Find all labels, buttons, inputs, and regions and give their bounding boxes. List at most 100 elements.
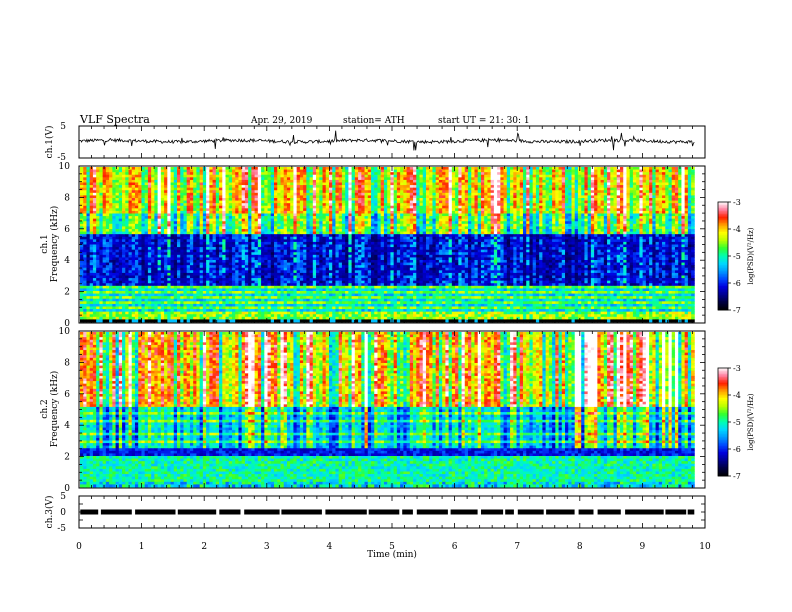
spec1-cell <box>687 177 692 181</box>
spec1-cell <box>393 218 398 222</box>
spec1-cell <box>461 169 466 173</box>
spec1-cell <box>92 213 97 217</box>
spec1-cell <box>552 221 556 225</box>
spec1-cell <box>607 169 611 173</box>
spec1-cell <box>390 198 395 201</box>
spec1-cell <box>290 195 294 199</box>
spec1-cell <box>312 223 317 227</box>
spec1-cell <box>358 226 362 230</box>
spec1-cell <box>261 167 265 170</box>
spec1-cell <box>474 231 479 235</box>
spec1-cell <box>429 192 433 196</box>
spec1-cell <box>629 172 634 176</box>
spec1-cell <box>419 179 424 183</box>
spec1-cell <box>387 218 391 222</box>
spec1-cell <box>335 179 340 183</box>
spec1-cell <box>587 185 592 189</box>
spec1-cell <box>645 192 650 196</box>
spec1-cell <box>361 231 365 235</box>
spec1-cell <box>406 174 411 178</box>
spec1-cell <box>383 182 388 186</box>
spec1-cell <box>574 200 579 204</box>
spec1-cell <box>490 185 495 189</box>
spec1-cell <box>173 231 178 235</box>
spec1-cell <box>309 177 314 181</box>
spec1-cell <box>597 174 601 178</box>
spec1-cell <box>455 213 459 217</box>
spec1-cell <box>639 174 644 178</box>
spec1-cell <box>183 229 188 232</box>
spec1-cell <box>636 177 640 181</box>
spec1-cell <box>558 218 563 222</box>
spec1-cell <box>416 177 420 181</box>
spec1-cell <box>244 229 249 232</box>
spec1-cell <box>561 221 566 225</box>
spec1-cell <box>445 190 450 194</box>
spec1-cell <box>577 203 582 207</box>
spec1-cell <box>222 198 226 201</box>
spec1-cell <box>332 216 336 220</box>
spec1-cell <box>199 174 204 178</box>
spec1-cell <box>558 226 563 230</box>
spec1-cell <box>209 218 213 222</box>
spec1-cell <box>413 198 417 201</box>
spec1-cell <box>173 218 178 222</box>
spec1-cell <box>270 218 275 222</box>
spec1-cell <box>477 210 482 214</box>
spec1-cell <box>464 200 469 204</box>
spec1-cell <box>312 185 317 189</box>
spec1-cell <box>487 174 492 178</box>
spec1-cell <box>212 231 217 235</box>
spec1-cell <box>471 221 475 225</box>
spec1-cell <box>341 172 346 176</box>
spec1-cell <box>393 208 398 212</box>
spec1-cell <box>458 182 462 186</box>
spec1-cell <box>154 203 158 207</box>
spec1-cell <box>438 190 443 194</box>
spec1-cell <box>257 182 262 186</box>
spec1-cell <box>668 172 673 176</box>
spec1-cell <box>264 231 268 235</box>
spec1-cell <box>89 229 94 232</box>
spec1-cell <box>241 177 246 181</box>
spec1-cell <box>244 218 249 222</box>
spec1-cell <box>674 223 679 227</box>
spec1-cell <box>584 229 589 232</box>
spec1-cell <box>160 218 165 222</box>
spec1-cell <box>118 226 123 230</box>
spec1-cell <box>681 226 686 230</box>
spec1-cell <box>471 190 475 194</box>
spec1-cell <box>122 179 126 183</box>
spec1-cell <box>290 198 294 201</box>
spec1-cell <box>674 179 679 183</box>
spec1-cell <box>409 205 414 209</box>
spec1-cell <box>86 226 91 230</box>
spec1-cell <box>587 213 592 217</box>
spec1-cell <box>587 208 592 212</box>
spec1-cell <box>105 182 110 186</box>
spec1-cell <box>681 174 686 178</box>
spec1-cell <box>358 187 362 191</box>
spec1-cell <box>374 167 378 170</box>
spec1-cell <box>577 174 582 178</box>
spec1-cell <box>328 192 333 196</box>
spec1-cell <box>684 167 689 170</box>
spec1-cell <box>199 190 204 194</box>
spec1-cell <box>535 185 540 189</box>
spec1-cell <box>655 190 660 194</box>
spec1-cell <box>406 185 411 189</box>
spec1-cell <box>89 208 94 212</box>
spec1-cell <box>413 179 417 183</box>
spec1-cell <box>105 200 110 204</box>
spec1-cell <box>571 216 576 220</box>
spec1-cell <box>519 169 524 173</box>
spec1-cell <box>309 200 314 204</box>
spec1-cell <box>238 198 243 201</box>
spec1-cell <box>668 208 673 212</box>
spec1-cell <box>99 203 104 207</box>
spec1-cell <box>493 167 498 170</box>
spec1-cell <box>92 172 97 176</box>
spec1-cell <box>539 229 543 232</box>
spec1-cell <box>374 221 378 225</box>
spec1-cell <box>264 185 268 189</box>
